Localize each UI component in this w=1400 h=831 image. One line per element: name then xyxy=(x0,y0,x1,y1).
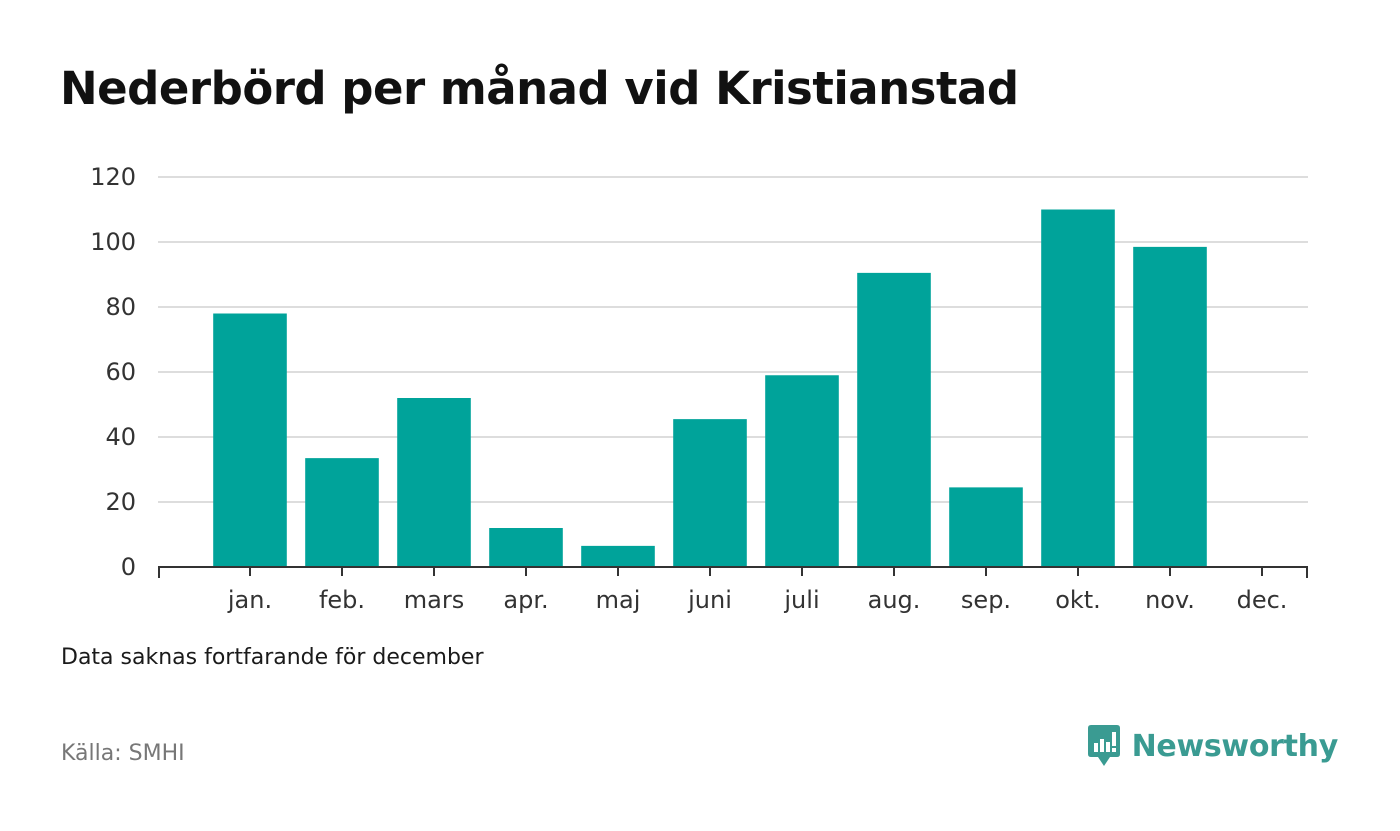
bar-4 xyxy=(581,545,655,567)
x-tick-label: sep. xyxy=(961,586,1011,614)
bar-5 xyxy=(673,419,747,567)
x-tick-label: feb. xyxy=(319,586,365,614)
chart-title: Nederbörd per månad vid Kristianstad xyxy=(60,62,1019,115)
x-tick-label: dec. xyxy=(1237,586,1288,614)
x-tick-label: jan. xyxy=(227,586,272,614)
brand-logo: Newsworthy xyxy=(1086,724,1338,768)
bar-1 xyxy=(305,458,379,567)
x-tick-label: juni xyxy=(687,586,732,614)
y-tick-label: 120 xyxy=(90,163,136,191)
x-tick-label: juli xyxy=(783,586,819,614)
y-tick-label: 0 xyxy=(121,553,136,581)
data-note: Data saknas fortfarande för december xyxy=(61,645,484,670)
y-tick-label: 60 xyxy=(105,358,136,386)
bar-3 xyxy=(489,528,563,567)
bar-8 xyxy=(949,487,1023,567)
brand-name: Newsworthy xyxy=(1131,728,1339,764)
x-tick-label: apr. xyxy=(503,586,548,614)
bar-7 xyxy=(857,272,931,567)
bar-10 xyxy=(1133,246,1207,567)
x-tick-label: aug. xyxy=(868,586,921,614)
y-tick-label: 80 xyxy=(105,293,136,321)
y-axis-labels: 0 20 40 60 80 100 120 xyxy=(90,163,136,581)
x-axis-labels: jan. feb. mars apr. maj juni juli aug. sep. okt. n… xyxy=(227,586,1288,614)
source-label: Källa: SMHI xyxy=(61,741,185,766)
x-tick-label: okt. xyxy=(1055,586,1101,614)
x-tick-label: nov. xyxy=(1145,586,1195,614)
y-tick-label: 40 xyxy=(105,423,136,451)
bar-0 xyxy=(213,313,287,567)
y-tick-label: 100 xyxy=(90,228,136,256)
x-tick-label: mars xyxy=(404,586,464,614)
x-axis xyxy=(158,566,1308,578)
bars xyxy=(213,209,1207,567)
bar-9 xyxy=(1041,209,1115,567)
newsworthy-logo-icon xyxy=(1087,725,1120,766)
x-tick-label: maj xyxy=(596,586,641,614)
bar-6 xyxy=(765,375,839,567)
bar-2 xyxy=(397,398,471,567)
y-tick-label: 20 xyxy=(105,488,136,516)
